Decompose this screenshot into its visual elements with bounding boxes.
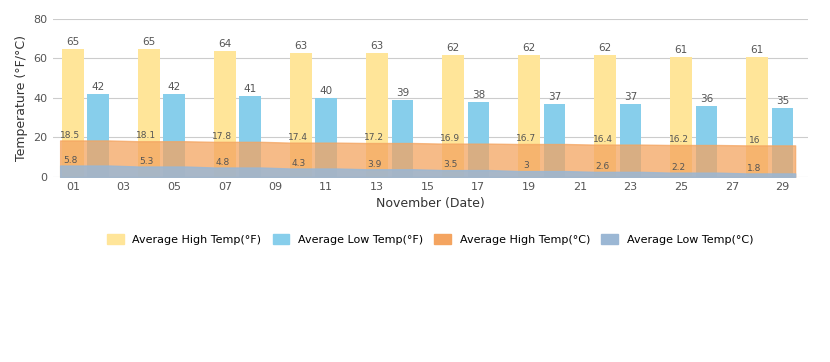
Y-axis label: Temperature (°F/°C): Temperature (°F/°C) — [15, 35, 28, 161]
Text: 1.8: 1.8 — [747, 164, 762, 173]
Text: 17.2: 17.2 — [364, 133, 384, 142]
Bar — [696, 106, 717, 177]
Text: 42: 42 — [91, 83, 105, 92]
Bar — [138, 49, 159, 177]
Text: 17.4: 17.4 — [288, 133, 309, 142]
Bar — [442, 55, 464, 177]
Bar — [772, 108, 793, 177]
Text: 39: 39 — [396, 88, 409, 98]
Text: 18.5: 18.5 — [61, 131, 81, 140]
Legend: Average High Temp(°F), Average Low Temp(°F), Average High Temp(°C), Average Low : Average High Temp(°F), Average Low Temp(… — [101, 228, 759, 251]
Text: 37: 37 — [548, 92, 561, 102]
Text: 42: 42 — [168, 83, 181, 92]
Bar — [594, 55, 616, 177]
Text: 63: 63 — [370, 41, 383, 51]
Bar — [392, 100, 413, 177]
Text: 17.8: 17.8 — [212, 132, 232, 141]
Text: 65: 65 — [142, 37, 155, 47]
Bar — [315, 98, 337, 177]
Bar — [290, 52, 312, 177]
Text: 65: 65 — [66, 37, 80, 47]
Bar — [620, 104, 641, 177]
Bar — [467, 102, 489, 177]
Text: 36: 36 — [700, 94, 713, 104]
Bar — [671, 56, 692, 177]
Text: 61: 61 — [675, 45, 688, 55]
Text: 4.3: 4.3 — [291, 159, 305, 168]
Bar — [544, 104, 565, 177]
Text: 2.2: 2.2 — [671, 163, 686, 172]
Text: 2.6: 2.6 — [595, 162, 609, 171]
Bar — [746, 56, 768, 177]
Text: 16.2: 16.2 — [668, 135, 689, 144]
Text: 3: 3 — [524, 161, 530, 171]
Text: 16.4: 16.4 — [593, 135, 613, 144]
Text: 4.8: 4.8 — [215, 158, 229, 167]
Bar — [518, 55, 540, 177]
Text: 3.5: 3.5 — [443, 160, 457, 169]
Text: 62: 62 — [447, 43, 460, 53]
Bar — [366, 52, 388, 177]
Text: 64: 64 — [218, 39, 232, 49]
Text: 3.9: 3.9 — [367, 160, 382, 169]
Text: 16.7: 16.7 — [516, 134, 536, 143]
Text: 5.8: 5.8 — [63, 156, 77, 165]
Text: 5.3: 5.3 — [139, 157, 154, 166]
Bar — [87, 94, 109, 177]
Text: 63: 63 — [295, 41, 308, 51]
Text: 16: 16 — [749, 136, 760, 144]
X-axis label: November (Date): November (Date) — [376, 197, 485, 210]
Text: 40: 40 — [320, 87, 333, 96]
Text: 18.1: 18.1 — [136, 131, 156, 140]
Bar — [62, 49, 84, 177]
Bar — [214, 51, 236, 177]
Text: 35: 35 — [776, 96, 789, 106]
Text: 41: 41 — [243, 84, 256, 94]
Text: 61: 61 — [750, 45, 764, 55]
Text: 62: 62 — [522, 43, 535, 53]
Text: 16.9: 16.9 — [441, 134, 461, 143]
Text: 37: 37 — [624, 92, 637, 102]
Bar — [239, 96, 261, 177]
Text: 62: 62 — [598, 43, 612, 53]
Bar — [164, 94, 185, 177]
Text: 38: 38 — [471, 90, 485, 100]
